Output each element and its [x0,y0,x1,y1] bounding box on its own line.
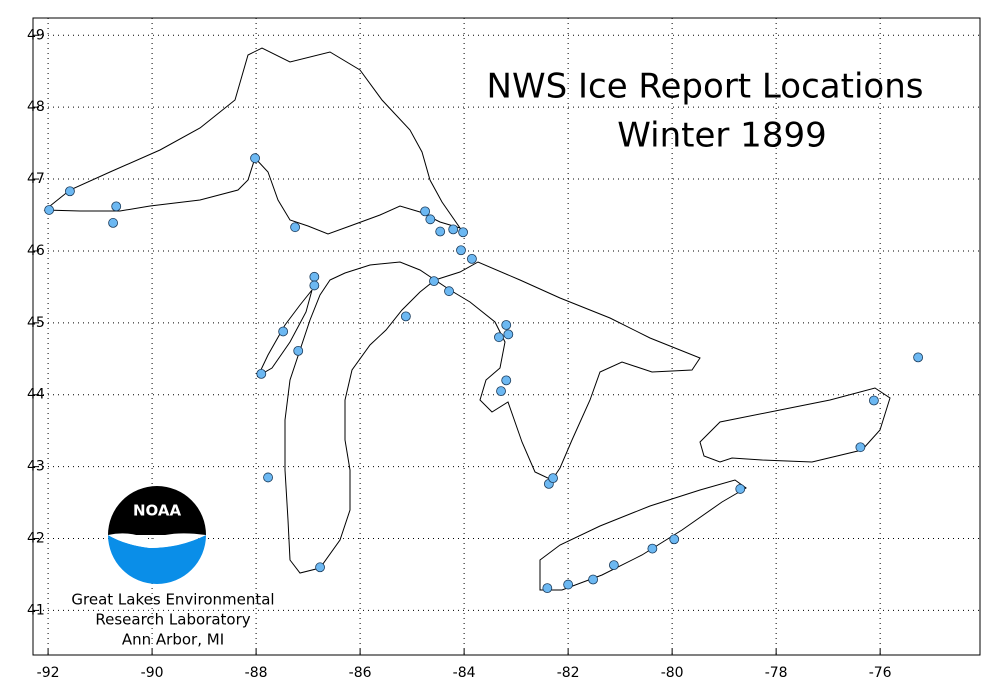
report-points [44,153,924,594]
x-tick-label: -90 [141,665,164,681]
report-point [250,153,260,164]
report-point [108,218,118,228]
report-point [669,534,680,545]
report-point [309,280,320,291]
x-tick-label: -80 [661,665,684,681]
report-point [448,224,459,235]
report-point [420,206,431,217]
lake-ontario [699,387,891,463]
report-point [315,562,325,573]
report-point [263,472,273,483]
y-tick-label: 46 [27,243,45,259]
report-point [44,205,55,215]
report-point [293,345,304,356]
y-tick-label: 45 [27,315,45,331]
lake-michigan [284,261,436,574]
logo-bottom [108,535,206,584]
report-point [111,201,122,212]
report-point [608,560,619,571]
y-tick-label: 49 [27,27,45,43]
report-point [548,473,558,484]
report-point [309,271,320,282]
report-point [542,583,553,594]
subtitle: Winter 1899 [617,116,826,156]
report-point [494,332,504,343]
report-point [869,395,879,406]
report-point [278,326,289,337]
report-point [913,352,924,363]
lake-huron [433,261,701,481]
x-tick-label: -76 [869,665,892,681]
credit-line: Great Lakes Environmental [71,591,274,609]
report-point [501,320,512,330]
y-tick-label: 48 [27,99,45,115]
credit-line: Ann Arbor, MI [122,631,224,649]
title: NWS Ice Report Locations [487,67,924,107]
report-point [563,579,574,590]
report-point [444,286,454,297]
x-tick-label: -88 [245,665,268,681]
report-point [290,222,301,233]
y-tick-label: 44 [27,387,45,403]
noaa-logo: NOAA [108,486,206,584]
credit-line: Research Laboratory [95,611,250,629]
x-tick-label: -84 [453,665,476,681]
report-point [735,484,746,494]
x-tick-label: -92 [37,665,60,681]
x-tick-label: -82 [557,665,580,681]
report-point [588,574,598,585]
report-point [458,227,468,238]
x-tick-label: -86 [349,665,372,681]
report-point [501,375,512,386]
lake-superior [43,47,462,235]
report-point [647,543,658,554]
report-point [400,311,411,322]
y-tick-label: 47 [27,171,45,187]
report-point [496,386,506,397]
logo-top [108,486,206,535]
logo-text: NOAA [133,502,182,520]
report-point [256,368,267,379]
report-point [456,245,466,256]
logo-bird [108,533,206,548]
report-point [429,276,439,287]
report-point [65,186,75,197]
report-point [467,253,477,264]
report-point [435,226,446,237]
report-point [503,329,514,340]
y-tick-label: 42 [27,531,45,547]
y-tick-label: 41 [27,602,45,618]
report-point [425,214,436,225]
y-tick-label: 43 [27,459,45,475]
report-point [855,442,866,453]
x-tick-label: -78 [765,665,788,681]
